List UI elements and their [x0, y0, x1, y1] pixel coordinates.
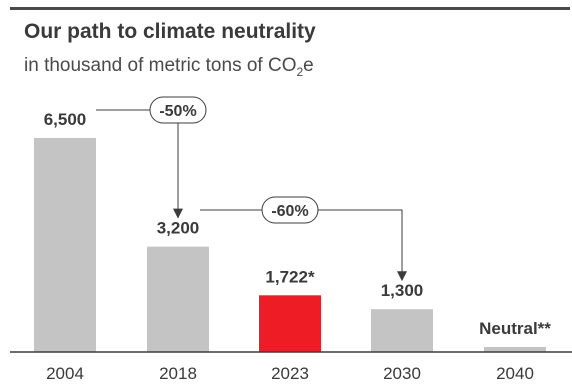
value-label-2004: 6,500: [44, 110, 87, 129]
value-label-2030: 1,300: [381, 281, 424, 300]
chart-title: Our path to climate neutrality: [24, 20, 316, 43]
bar-2023: [259, 295, 321, 352]
bar-2030: [371, 309, 433, 352]
subtitle-end: e: [303, 55, 314, 76]
change-badge-text-1: -50%: [159, 103, 196, 120]
bars-group: [34, 138, 546, 352]
subtitle-main: in thousand of metric tons of CO: [24, 55, 297, 76]
top-rule: [10, 7, 570, 10]
change-badge-text-2: -60%: [271, 203, 308, 220]
connector-arrow-1: [96, 109, 183, 219]
bar-2018: [147, 246, 209, 352]
x-tick-label-2040: 2040: [496, 364, 534, 383]
subtitle-subscript: 2: [296, 64, 304, 79]
change-badge-2: [261, 196, 319, 224]
bar-2040: [484, 347, 546, 352]
x-tick-label-2018: 2018: [159, 364, 197, 383]
labels-group: 6,500 2004 3,200 2018 1,722* 2023 1,300 2030 Neu…: [44, 110, 552, 383]
value-label-2023: 1,722*: [265, 267, 315, 286]
x-tick-label-2023: 2023: [271, 364, 309, 383]
change-badge-1: [149, 96, 207, 124]
connectors-group: -50% -60%: [96, 96, 407, 282]
value-label-2040: Neutral**: [479, 319, 551, 338]
value-label-2018: 3,200: [157, 219, 200, 238]
x-tick-label-2004: 2004: [46, 364, 84, 383]
x-tick-label-2030: 2030: [383, 364, 421, 383]
chart-subtitle: in thousand of metric tons of CO2e: [24, 55, 314, 79]
bar-2004: [34, 138, 96, 352]
